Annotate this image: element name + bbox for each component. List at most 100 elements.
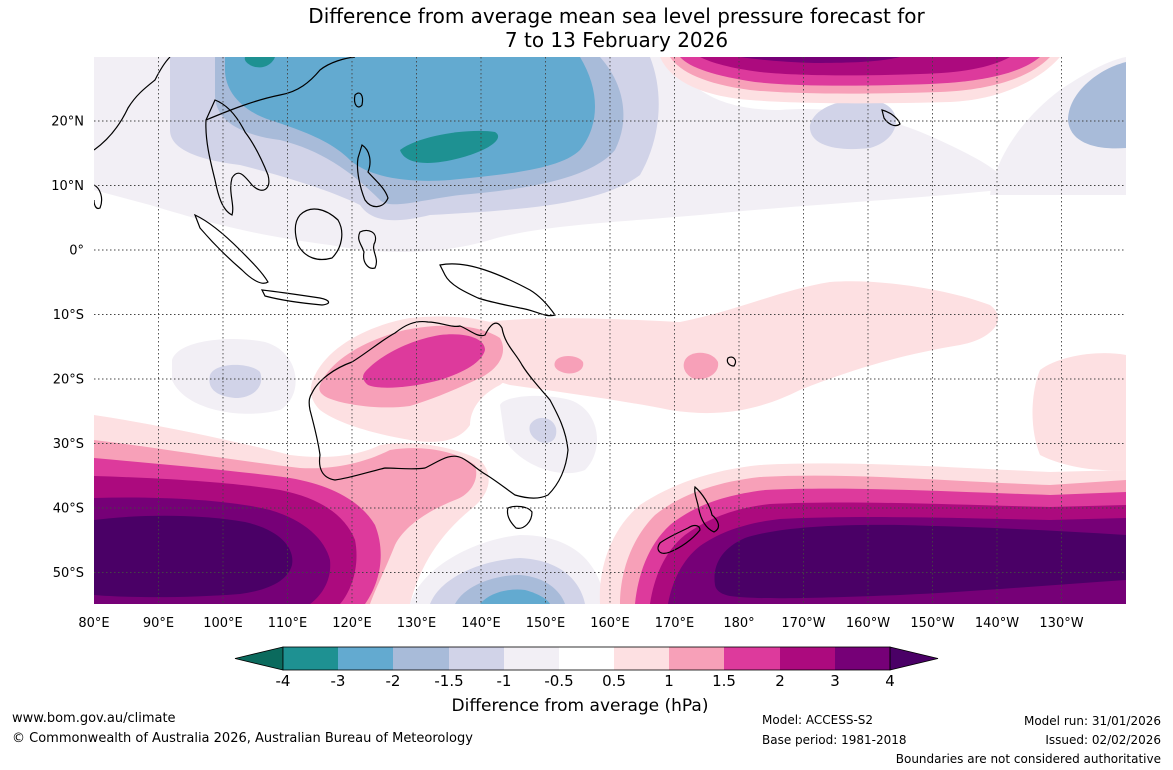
lat-label: 30°S [53, 437, 84, 452]
colorbar: -4 -3 -2 -1.5 -1 -0.5 0.5 1 1.5 2 3 4 [234, 646, 939, 690]
neg-south-2 [480, 589, 550, 604]
coast-borneo [294, 208, 343, 261]
anomaly-fields [94, 57, 1126, 604]
colorbar-tick-label: 4 [885, 672, 895, 690]
pos-north-3 [740, 57, 900, 63]
coast-india [94, 57, 171, 151]
colorbar-tick-label: 0.5 [602, 672, 626, 690]
colorbar-swatch [780, 647, 835, 670]
colorbar-swatch [724, 647, 780, 670]
copyright-text: © Commonwealth of Australia 2026, Austra… [12, 731, 473, 746]
lon-label: 150°E [526, 616, 566, 631]
lat-label: 20°N [51, 115, 84, 130]
colorbar-tick-label: 2 [775, 672, 785, 690]
neg-east-1 [1068, 62, 1126, 149]
coast-nz-north [694, 485, 720, 533]
lon-label: 80°E [78, 616, 109, 631]
lat-label: 0° [69, 244, 84, 259]
title-line-2: 7 to 13 February 2026 [504, 28, 729, 52]
issued-date: Issued: 02/02/2026 [1045, 733, 1161, 747]
colorbar-swatch [559, 647, 614, 670]
neg-hawaii-1 [809, 99, 897, 150]
lon-label: 160°E [590, 616, 630, 631]
lon-label: 160°W [846, 616, 890, 631]
colorbar-swatch [614, 647, 669, 670]
lon-label: 170°E [655, 616, 695, 631]
pos-se-4 [714, 524, 1126, 599]
chart-title: Difference from average mean sea level p… [0, 4, 1173, 52]
lat-label: 50°S [53, 566, 84, 581]
coast-south-china [205, 57, 356, 121]
coast-sumatra [193, 213, 269, 284]
coast-indochina [205, 99, 270, 216]
colorbar-tick-label: -4 [276, 672, 291, 690]
colorbar-tick-label: -1.5 [434, 672, 463, 690]
coast-tasmania [506, 505, 533, 529]
lon-label: 130°W [1039, 616, 1083, 631]
coast-java [260, 289, 330, 306]
boundaries-disclaimer: Boundaries are not considered authoritat… [895, 752, 1161, 766]
coast-philippines [356, 144, 389, 208]
model-name: Model: ACCESS-S2 [762, 713, 874, 727]
colorbar-tick-label: 1.5 [712, 672, 736, 690]
colorbar-extend-high [889, 646, 939, 671]
lat-axis-labels: 20°N 10°N 0° 10°S 20°S 30°S 40°S 50°S [51, 115, 84, 582]
lon-label: 140°W [975, 616, 1019, 631]
colorbar-extend-low [234, 646, 284, 671]
lat-label: 40°S [53, 502, 84, 517]
pos-spac-1-a [554, 356, 584, 374]
neg-band-3-north [244, 57, 275, 68]
coast-fiji [726, 356, 737, 367]
colorbar-outline [282, 646, 891, 671]
colorbar-swatch [449, 647, 504, 670]
lat-label: 10°S [53, 308, 84, 323]
colorbar-swatch [393, 647, 449, 670]
website-link[interactable]: www.bom.gov.au/climate [12, 711, 176, 726]
lon-axis-labels: 80°E 90°E 100°E 110°E 120°E 130°E 140°E … [78, 616, 1083, 631]
coastlines [94, 57, 901, 554]
pos-naus-1.5 [363, 334, 485, 388]
lon-label: 140°E [461, 616, 501, 631]
pos-east-0.5 [1032, 353, 1126, 471]
lon-label: 150°W [910, 616, 954, 631]
title-line-1: Difference from average mean sea level p… [308, 4, 925, 28]
lon-label: 130°E [397, 616, 437, 631]
neg-band-2 [225, 57, 595, 181]
colorbar-tick-label: 1 [664, 672, 674, 690]
gridlines [94, 57, 1126, 604]
colorbar-title: Difference from average (hPa) [451, 696, 709, 716]
colorbar-tick-label: -3 [331, 672, 346, 690]
coast-new-guinea [439, 263, 556, 317]
coast-sri-lanka [94, 184, 103, 210]
neg-band-3 [400, 130, 499, 163]
pos-spac-1-b [683, 352, 719, 380]
pos-sw-4 [94, 515, 293, 598]
pos-spac-0.5 [466, 281, 999, 414]
base-period: Base period: 1981-2018 [762, 733, 907, 747]
colorbar-swatch [338, 647, 393, 670]
coast-sulawesi [358, 229, 378, 269]
map-panel [94, 57, 1126, 604]
colorbar-tick-label: -1 [497, 672, 512, 690]
model-run-date: Model run: 31/01/2026 [1023, 714, 1161, 728]
coast-nz-south [657, 524, 701, 554]
lon-label: 110°E [268, 616, 308, 631]
colorbar-swatch [283, 647, 338, 670]
coast-australia [308, 320, 569, 499]
lon-label: 90°E [143, 616, 174, 631]
colorbar-swatch [669, 647, 724, 670]
neg-aus-1 [529, 417, 557, 443]
neg-indian-1 [209, 364, 262, 398]
colorbar-swatch [835, 647, 890, 670]
colorbar-swatch [504, 647, 559, 670]
lat-label: 20°S [53, 373, 84, 388]
lon-label: 170°W [781, 616, 825, 631]
colorbar-tick-label: -2 [386, 672, 401, 690]
colorbar-tick-label: 3 [830, 672, 840, 690]
colorbar-tick-label: -0.5 [544, 672, 573, 690]
coast-taiwan [353, 92, 364, 108]
lon-label: 180° [723, 616, 754, 631]
lon-label: 100°E [203, 616, 243, 631]
lon-label: 120°E [332, 616, 372, 631]
